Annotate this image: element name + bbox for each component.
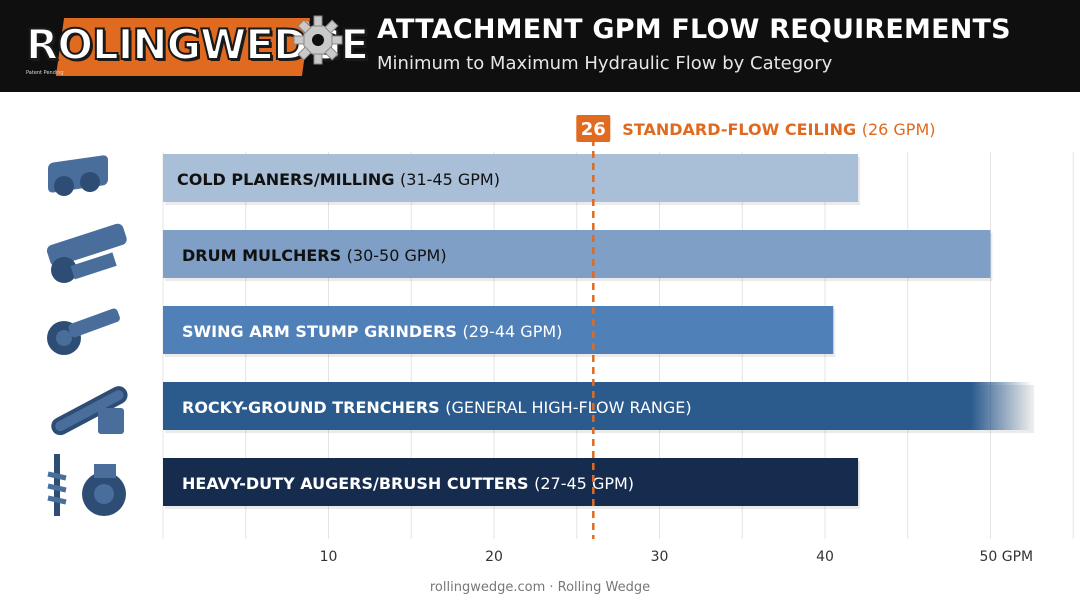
- bar-category-label: COLD PLANERS/MILLING: [177, 170, 400, 189]
- page-subtitle: Minimum to Maximum Hydraulic Flow by Cat…: [377, 53, 833, 74]
- logo-tagline: Patent Pending: [26, 70, 64, 76]
- bar-range-label: (31-45 GPM): [400, 170, 500, 189]
- x-tick-label: 30: [651, 549, 669, 565]
- bar-4: [163, 382, 1032, 430]
- x-tick-label: 40: [816, 549, 834, 565]
- bar-2: [163, 230, 991, 278]
- page-title: ATTACHMENT GPM FLOW REQUIREMENTS: [377, 14, 1011, 45]
- x-tick-label: 20: [485, 549, 503, 565]
- cold-planer-icon: [48, 155, 108, 196]
- stump-grinder-icon: [47, 308, 120, 355]
- x-tick-label: 50 GPM: [980, 549, 1034, 565]
- bar-category-label: DRUM MULCHERS: [182, 246, 347, 265]
- footer-credit[interactable]: rollingwedge.com · Rolling Wedge: [429, 580, 651, 595]
- x-tick-label: 10: [320, 549, 338, 565]
- reference-label: STANDARD-FLOW CEILING (26 GPM): [622, 120, 935, 139]
- auger-brush-cutter-icon: [47, 454, 126, 516]
- bar-label: SWING ARM STUMP GRINDERS (29-44 GPM): [182, 322, 562, 341]
- bar-3: [163, 306, 834, 354]
- bar-category-label: SWING ARM STUMP GRINDERS: [182, 322, 462, 341]
- bar-label: HEAVY-DUTY AUGERS/BRUSH CUTTERS (27-45 G…: [182, 474, 634, 493]
- header-bar: ROLINGWEDGE Patent Pending ® ATTACHMENT …: [0, 0, 1080, 92]
- bar-5: [163, 458, 859, 506]
- reference-label-bold: STANDARD-FLOW CEILING: [622, 120, 861, 139]
- brand-logo[interactable]: ROLINGWEDGE Patent Pending ®: [22, 12, 370, 80]
- reference-badge: [576, 115, 611, 142]
- drum-mulcher-icon: [46, 223, 127, 283]
- bar-label: ROCKY-GROUND TRENCHERS (GENERAL HIGH-FLO…: [182, 398, 692, 417]
- bar-category-label: HEAVY-DUTY AUGERS/BRUSH CUTTERS: [182, 474, 534, 493]
- bar-range-label: (30-50 GPM): [347, 246, 447, 265]
- bar-label: DRUM MULCHERS (30-50 GPM): [182, 246, 447, 265]
- reference-badge-value: 26: [581, 119, 606, 140]
- bar-range-label: (GENERAL HIGH-FLOW RANGE): [445, 398, 691, 417]
- flow-chart: COLD PLANERS/MILLING (31-45 GPM) DRUM MUL…: [46, 115, 1074, 565]
- reference-label-value: (26 GPM): [862, 120, 936, 139]
- bar-1: [163, 154, 859, 202]
- bar-category-label: ROCKY-GROUND TRENCHERS: [182, 398, 445, 417]
- bar-label: COLD PLANERS/MILLING (31-45 GPM): [177, 170, 500, 189]
- gear-icon: [293, 15, 343, 65]
- trencher-icon: [51, 386, 128, 436]
- bar-range-label: (27-45 GPM): [534, 474, 634, 493]
- bar-range-label: (29-44 GPM): [462, 322, 562, 341]
